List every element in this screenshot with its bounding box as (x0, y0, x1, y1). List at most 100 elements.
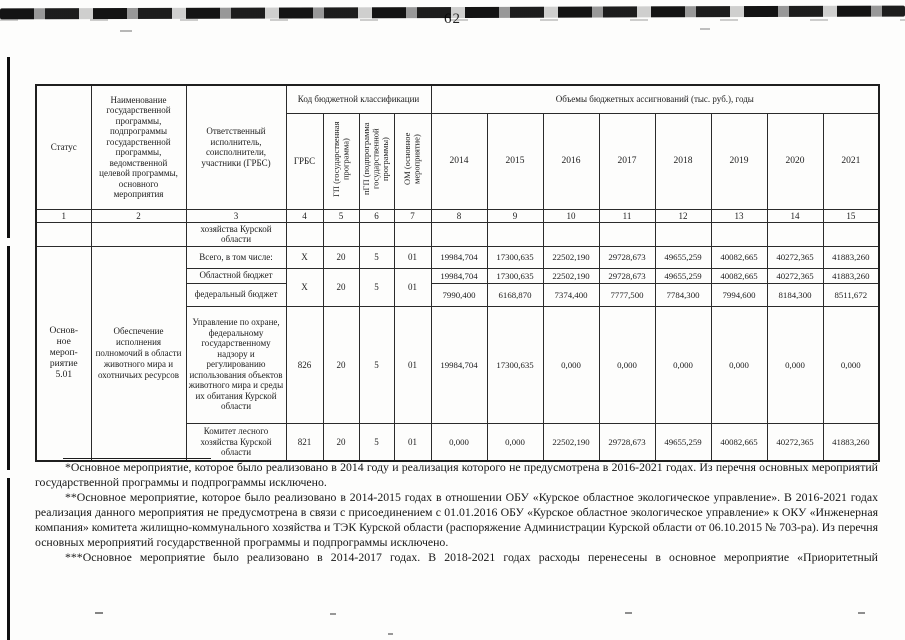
empty-cell (35, 221, 92, 247)
value-cell: 17300,635 (486, 267, 544, 284)
grbs-code-cell: 821 (285, 422, 324, 462)
table-row-komitet: Комитет лесного хозяйства Курской област… (36, 422, 880, 462)
scan-noise-echo (0, 19, 905, 21)
value-cell: 49655,259 (654, 422, 712, 462)
header-row-labels: ГРБС ГП (государственная программа) пГП … (36, 112, 880, 210)
pgp-code-cell: 5 (358, 245, 395, 269)
empty-cell (598, 221, 656, 247)
grbs-code-cell: X (285, 245, 324, 269)
gp-code-cell: 20 (322, 267, 360, 307)
pgp-code-cell: 5 (358, 422, 395, 462)
executor-cell: федеральный бюджет (185, 282, 287, 307)
empty-cell (430, 221, 488, 247)
value-cell: 41883,260 (822, 267, 880, 284)
year-header: 2018 (654, 112, 712, 210)
value-cell: 40272,365 (766, 422, 824, 462)
gp-code-cell: 20 (322, 422, 360, 462)
column-number-cell: 9 (486, 208, 544, 223)
col-group-budget-code: Код бюджетной классификации (285, 84, 432, 114)
header-row-groups: Статус Наименование государственной прог… (35, 84, 880, 210)
col-group-volumes: Объемы бюджетных ассигнований (тыс. руб.… (430, 84, 880, 114)
value-cell: 17300,635 (486, 305, 544, 424)
year-header: 2014 (430, 112, 488, 210)
value-cell: 41883,260 (822, 422, 880, 462)
value-cell: 49655,259 (654, 245, 712, 269)
scan-speck (120, 30, 132, 32)
column-number-cell: 5 (322, 208, 360, 223)
value-cell: 0,000 (654, 305, 712, 424)
value-cell: 22502,190 (542, 245, 600, 269)
col-header-status: Статус (35, 84, 92, 210)
column-number-cell: 1 (35, 208, 92, 223)
col-header-pgp-label: пГП (подпрограмма государственной програ… (361, 122, 391, 195)
executor-cell: Всего, в том числе: (185, 245, 287, 269)
column-number-cell: 12 (654, 208, 712, 223)
column-number-cell: 6 (358, 208, 395, 223)
executor-cell: Областной бюджет (185, 267, 287, 284)
empty-cell (322, 221, 360, 247)
year-header: 2019 (710, 112, 768, 210)
footnote-separator (63, 458, 211, 459)
col-header-executor: Ответственный исполнитель, соисполнители… (185, 84, 287, 210)
empty-cell (766, 221, 824, 247)
value-cell: 19984,704 (430, 267, 488, 284)
value-cell: 29728,673 (598, 267, 656, 284)
pgp-code-cell: 5 (358, 267, 395, 307)
column-number-cell: 15 (822, 208, 880, 223)
value-cell: 41883,260 (822, 245, 880, 269)
column-number-cell: 14 (766, 208, 824, 223)
value-cell: 17300,635 (486, 245, 544, 269)
program-name-cell: Обеспечение исполнения полномочий в обла… (90, 245, 187, 462)
budget-table: Статус Наименование государственной прог… (35, 84, 881, 462)
footnote-2: **Основное мероприятие, которое было реа… (35, 490, 878, 549)
col-header-program-name: Наименование государственной программы, … (90, 84, 187, 210)
value-cell: 22502,190 (542, 422, 600, 462)
scan-speck (330, 613, 336, 615)
value-cell: 29728,673 (598, 245, 656, 269)
column-number-cell: 10 (542, 208, 600, 223)
executor-cell: Управление по охране, федеральному госуд… (185, 305, 287, 424)
value-cell: 40272,365 (766, 245, 824, 269)
table-row-carryover: хозяйства Курской области (35, 221, 880, 247)
gp-code-cell: 20 (322, 305, 360, 424)
empty-cell (393, 221, 432, 247)
year-header: 2021 (822, 112, 880, 210)
year-header: 2020 (766, 112, 824, 210)
column-number-row: 1 2 3 4 5 6 7 8 9 10 11 12 13 14 15 (35, 208, 880, 223)
footnote-3: ***Основное мероприятие было реализовано… (65, 550, 878, 564)
value-cell: 7994,600 (710, 282, 768, 307)
col-header-gp-label: ГП (государственная программа) (330, 120, 351, 197)
year-header: 2015 (486, 112, 544, 210)
value-cell: 29728,673 (598, 422, 656, 462)
scan-speck (95, 612, 103, 614)
value-cell: 7777,500 (598, 282, 656, 307)
scan-edge-line (7, 57, 10, 238)
value-cell: 40082,665 (710, 422, 768, 462)
column-number-cell: 13 (710, 208, 768, 223)
footnote-1: *Основное мероприятие, которое было реал… (35, 460, 878, 489)
scan-edge-line (7, 246, 10, 470)
pgp-code-cell: 5 (358, 305, 395, 424)
col-header-om-label: ОМ (основное мероприятие) (402, 132, 422, 185)
value-cell: 40082,665 (710, 267, 768, 284)
om-code-cell: 01 (393, 305, 432, 424)
om-code-cell: 01 (393, 245, 432, 269)
value-cell: 8511,672 (822, 282, 880, 307)
value-cell: 7784,300 (654, 282, 712, 307)
value-cell: 0,000 (822, 305, 880, 424)
scan-speck (388, 633, 393, 635)
value-cell: 19984,704 (430, 305, 488, 424)
value-cell: 0,000 (486, 422, 544, 462)
status-cell: Основ- ное мероп- риятие 5.01 (35, 245, 92, 462)
col-header-gp: ГП (государственная программа) (322, 112, 360, 210)
col-header-grbs: ГРБС (285, 112, 324, 210)
executor-cell: Комитет лесного хозяйства Курской област… (185, 422, 287, 462)
value-cell: 0,000 (710, 305, 768, 424)
empty-cell (710, 221, 768, 247)
scan-speck (858, 612, 865, 614)
column-number-cell: 8 (430, 208, 488, 223)
om-code-cell: 01 (393, 267, 432, 307)
scan-edge-line (7, 478, 10, 640)
scan-speck (700, 28, 710, 30)
scan-speck (625, 612, 632, 614)
